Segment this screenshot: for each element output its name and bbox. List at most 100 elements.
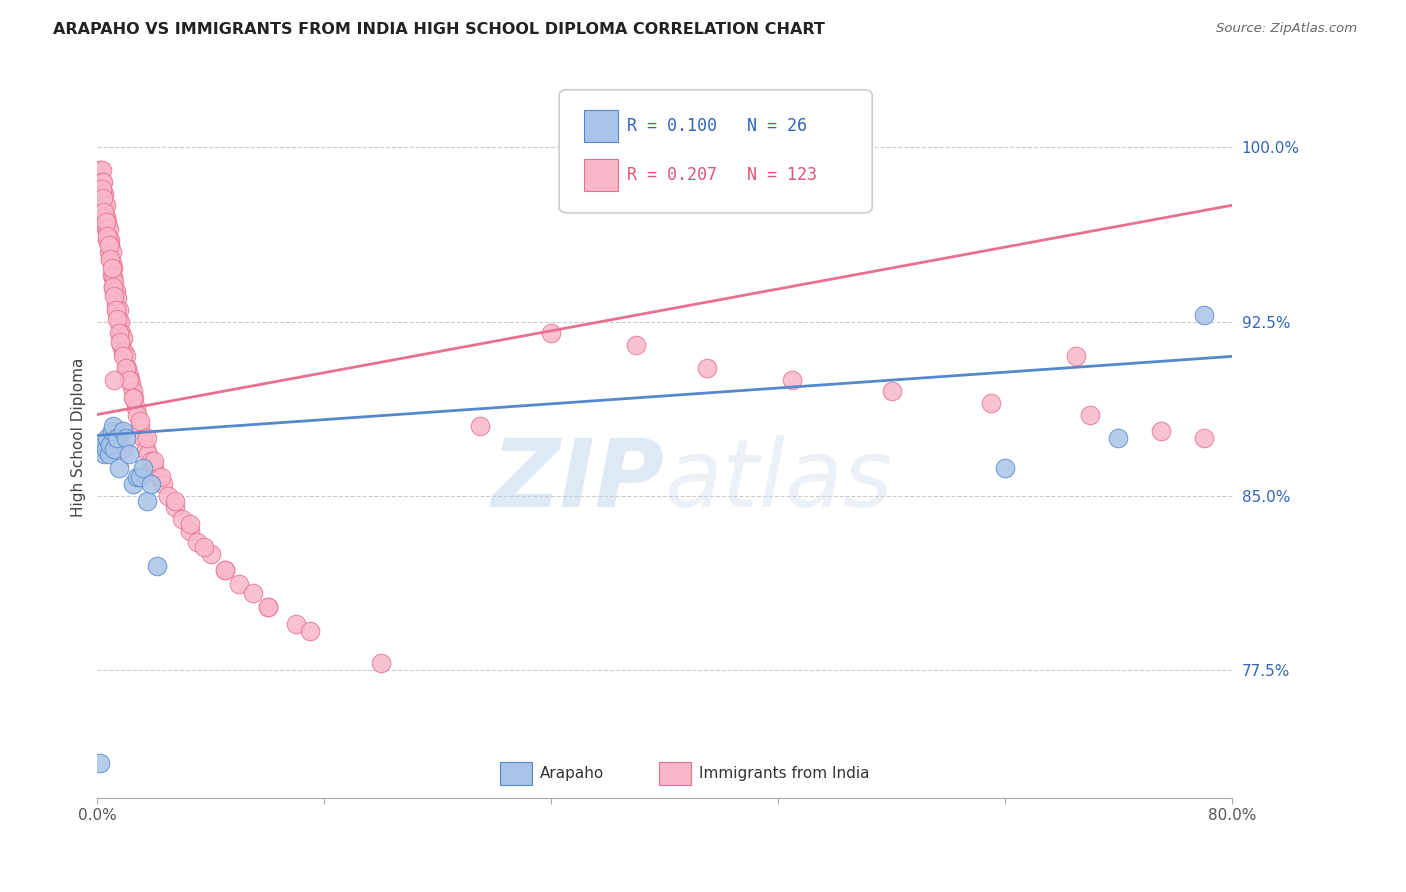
Point	[117, 373, 139, 387]
Text: ZIP: ZIP	[492, 435, 665, 527]
Text: Immigrants from India: Immigrants from India	[699, 766, 869, 781]
Point	[93, 186, 115, 201]
Point	[128, 415, 150, 429]
Point	[141, 477, 163, 491]
Point	[89, 163, 111, 178]
Point	[118, 373, 141, 387]
Point	[193, 540, 215, 554]
Point	[101, 279, 124, 293]
Point	[107, 461, 129, 475]
Point	[101, 261, 124, 276]
Point	[117, 447, 139, 461]
Point	[104, 285, 127, 299]
Point	[103, 373, 125, 387]
Point	[299, 624, 322, 638]
Point	[100, 244, 122, 259]
Point	[98, 233, 121, 247]
Text: Source: ZipAtlas.com: Source: ZipAtlas.com	[1216, 22, 1357, 36]
Point	[101, 279, 124, 293]
Point	[94, 221, 117, 235]
Point	[143, 461, 166, 475]
Point	[98, 237, 121, 252]
Point	[93, 210, 115, 224]
Point	[117, 368, 139, 382]
Point	[128, 470, 150, 484]
Point	[96, 233, 118, 247]
Y-axis label: High School Diploma: High School Diploma	[72, 358, 86, 517]
Point	[108, 326, 131, 340]
Point	[880, 384, 903, 399]
Point	[121, 477, 143, 491]
Point	[165, 493, 187, 508]
FancyBboxPatch shape	[583, 110, 619, 143]
Point	[111, 442, 134, 457]
Point	[284, 616, 307, 631]
Point	[94, 198, 117, 212]
Point	[242, 586, 264, 600]
Point	[121, 391, 143, 405]
Point	[104, 298, 127, 312]
Point	[101, 270, 124, 285]
FancyBboxPatch shape	[560, 90, 872, 213]
Point	[179, 524, 201, 538]
Point	[165, 500, 187, 515]
Point	[110, 326, 132, 340]
Point	[780, 373, 803, 387]
Point	[90, 182, 112, 196]
Point	[107, 314, 129, 328]
Point	[89, 756, 111, 771]
Point	[90, 163, 112, 178]
Point	[124, 401, 146, 415]
Point	[111, 331, 134, 345]
Point	[1078, 408, 1101, 422]
Point	[96, 221, 118, 235]
Point	[103, 442, 125, 457]
Point	[96, 214, 118, 228]
Point	[103, 285, 125, 299]
Point	[1192, 431, 1215, 445]
Point	[125, 470, 148, 484]
Text: R = 0.100   N = 26: R = 0.100 N = 26	[627, 118, 807, 136]
Point	[94, 210, 117, 224]
Point	[103, 275, 125, 289]
Point	[135, 442, 157, 457]
FancyBboxPatch shape	[583, 159, 619, 191]
Point	[112, 344, 135, 359]
Point	[91, 186, 114, 201]
Point	[97, 237, 120, 252]
Point	[1150, 424, 1173, 438]
Point	[125, 408, 148, 422]
Point	[105, 312, 128, 326]
Point	[980, 396, 1002, 410]
Text: Arapaho: Arapaho	[540, 766, 605, 781]
Point	[100, 268, 122, 282]
Point	[626, 338, 648, 352]
Point	[228, 577, 250, 591]
Point	[138, 447, 160, 461]
Point	[200, 547, 222, 561]
Point	[93, 205, 115, 219]
Point	[105, 431, 128, 445]
Point	[186, 535, 208, 549]
Point	[1064, 350, 1087, 364]
Point	[540, 326, 562, 340]
Point	[150, 470, 173, 484]
Point	[115, 361, 138, 376]
Point	[1192, 308, 1215, 322]
Point	[122, 391, 145, 405]
Text: ARAPAHO VS IMMIGRANTS FROM INDIA HIGH SCHOOL DIPLOMA CORRELATION CHART: ARAPAHO VS IMMIGRANTS FROM INDIA HIGH SC…	[53, 22, 825, 37]
Point	[108, 335, 131, 350]
Point	[141, 454, 163, 468]
Point	[148, 470, 170, 484]
Point	[172, 512, 194, 526]
Point	[100, 261, 122, 276]
Point	[96, 228, 118, 243]
Point	[108, 314, 131, 328]
Point	[91, 175, 114, 189]
Point	[370, 657, 392, 671]
Point	[136, 493, 159, 508]
Point	[100, 424, 122, 438]
Point	[105, 302, 128, 317]
FancyBboxPatch shape	[501, 762, 531, 785]
Point	[121, 384, 143, 399]
